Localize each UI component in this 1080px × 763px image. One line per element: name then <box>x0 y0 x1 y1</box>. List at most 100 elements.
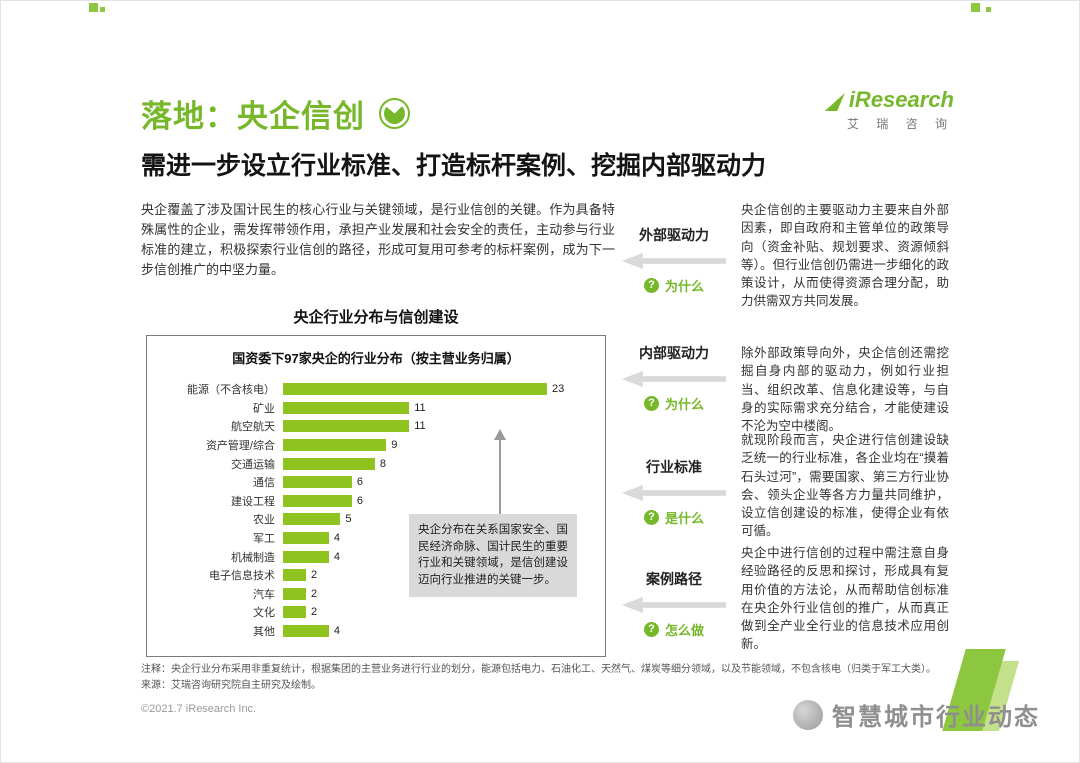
chart-section-title: 央企行业分布与信创建设 <box>293 309 459 326</box>
bar-value: 2 <box>310 569 318 582</box>
chart-row: 航空航天 11 <box>157 417 599 436</box>
bar <box>283 420 410 433</box>
bar <box>283 587 306 600</box>
annotation-arrow-head <box>494 429 506 440</box>
footnote: 注释：央企行业分布采用非重复统计，根据集团的主营业务进行行业的划分，能源包括电力… <box>141 662 953 693</box>
bar-label: 交通运输 <box>231 458 275 471</box>
chart-row: 交通运输 8 <box>157 454 599 473</box>
bar <box>283 439 387 452</box>
bar <box>283 569 306 582</box>
bar-value: 4 <box>333 550 341 563</box>
bar <box>283 625 329 638</box>
annotation-arrow-line <box>499 440 501 514</box>
footnote-line1: 注释：央企行业分布采用非重复统计，根据集团的主营业务进行行业的划分，能源包括电力… <box>141 664 936 675</box>
bar-label: 农业 <box>253 514 275 527</box>
copyright: ©2021.7 iResearch Inc. <box>141 703 257 715</box>
corner-deco-square <box>986 7 991 12</box>
left-arrow-icon <box>622 371 726 387</box>
chart-row: 农业 5 <box>157 510 599 529</box>
bar-chart: 国资委下97家央企的行业分布（按主营业务归属） 能源（不含核电） 23 矿业 11 航空… <box>146 335 606 657</box>
flow-label: 外部驱动力 <box>639 227 709 243</box>
bar-value: 4 <box>333 625 341 638</box>
bar <box>283 606 306 619</box>
chart-row: 其他 4 <box>157 622 599 641</box>
iresearch-logo-cn: 艾 瑞 咨 询 <box>846 117 954 131</box>
corner-deco-square <box>100 7 105 12</box>
corner-deco-square <box>89 3 98 12</box>
watermark-text: 智慧城市行业动态 <box>832 704 1040 731</box>
intro-paragraph: 央企覆盖了涉及国计民生的核心行业与关键领域，是行业信创的关键。作为具备特殊属性的… <box>141 202 615 278</box>
page-title: 落地：央企信创 <box>141 99 365 134</box>
bar <box>283 401 410 414</box>
chart-row: 资产管理/综合 9 <box>157 436 599 455</box>
flow-text-external-driver: 央企信创的主要驱动力主要来自外部因素，即自政府和主管单位的政策导向（资金补贴、规… <box>741 203 949 309</box>
chart-rows: 能源（不含核电） 23 矿业 11 航空航天 11 资产管理/综合 9 交通运输 8 通信 6 建设工程… <box>157 380 599 640</box>
chart-row: 通信 6 <box>157 473 599 492</box>
flow-item-external-driver: 外部驱动力 ? 为什么 <box>617 225 731 295</box>
chart-row: 建设工程 6 <box>157 492 599 511</box>
flow-text-case-path: 央企中进行信创的过程中需注意自身经验路径的反思和探讨，形成具有复用价值的方法论，… <box>741 546 949 652</box>
bar-value: 11 <box>414 401 426 414</box>
left-arrow-icon <box>622 253 726 269</box>
chart-row: 文化 2 <box>157 603 599 622</box>
bar-value: 4 <box>333 532 341 545</box>
flow-item-industry-standard: 行业标准 ? 是什么 <box>617 457 731 527</box>
bar-value: 6 <box>356 476 363 489</box>
flow-tag: 为什么 <box>664 397 704 412</box>
bar-label: 文化 <box>253 607 275 620</box>
question-icon: ? <box>643 396 659 411</box>
chart-row: 机械制造 4 <box>157 547 599 566</box>
header: 落地：央企信创 <box>141 91 410 136</box>
bar-label: 航空航天 <box>231 421 275 434</box>
bar <box>283 457 375 470</box>
chart-row: 矿业 11 <box>157 399 599 418</box>
chart-row: 军工 4 <box>157 529 599 548</box>
flow-tag: 怎么做 <box>664 623 704 638</box>
bar-value: 23 <box>552 383 565 396</box>
flow-tag: 是什么 <box>664 511 704 526</box>
page-subtitle: 需进一步设立行业标准、打造标杆案例、挖掘内部驱动力 <box>141 152 767 180</box>
flow-tag: 为什么 <box>664 279 704 294</box>
bar-label: 建设工程 <box>231 495 275 508</box>
iresearch-logo-brand: iResearch <box>848 87 954 112</box>
footnote-line2: 来源：艾瑞咨询研究院自主研究及绘制。 <box>141 679 321 691</box>
bar-value: 8 <box>379 457 386 470</box>
bar-label: 其他 <box>253 626 275 639</box>
question-icon: ? <box>643 622 659 637</box>
question-icon: ? <box>643 510 659 525</box>
corner-deco-square <box>971 3 980 12</box>
bar-value: 11 <box>414 420 426 433</box>
bar-label: 机械制造 <box>231 551 275 564</box>
bar-label: 资产管理/综合 <box>205 440 275 453</box>
bar <box>283 494 352 507</box>
bar-label: 通信 <box>253 477 275 490</box>
bar-value: 9 <box>391 439 398 452</box>
chart-row: 电子信息技术 2 <box>157 566 599 585</box>
left-arrow-icon <box>622 597 726 613</box>
flow-text-internal-driver: 除外部政策导向外，央企信创还需挖掘自身内部的驱动力，例如行业担当、组织改革、信息… <box>741 346 949 433</box>
iresearch-logo: iResearch 艾 瑞 咨 询 <box>824 87 954 132</box>
flow-label: 内部驱动力 <box>639 345 709 361</box>
flow-label: 行业标准 <box>646 459 702 475</box>
bar-label: 矿业 <box>253 402 275 415</box>
bar-value: 2 <box>310 587 318 600</box>
bar <box>283 513 341 526</box>
flow-item-internal-driver: 内部驱动力 ? 为什么 <box>617 343 731 413</box>
bar <box>283 383 547 396</box>
watermark-logo <box>793 699 823 730</box>
bar-value: 6 <box>356 494 363 507</box>
bar-label: 能源（不含核电） <box>187 384 275 397</box>
flow-text-industry-standard: 就现阶段而言，央企进行信创建设缺乏统一的行业标准，各企业均在“摸着石头过河”，需… <box>741 433 949 539</box>
question-icon: ? <box>643 278 659 293</box>
chart-row: 能源（不含核电） 23 <box>157 380 599 399</box>
bar-label: 军工 <box>253 533 275 546</box>
pie-chart-icon <box>379 98 410 129</box>
watermark: 智慧城市行业动态 <box>793 697 1040 732</box>
bar-value: 2 <box>310 606 318 619</box>
bar-label: 电子信息技术 <box>209 570 275 583</box>
bar-label: 汽车 <box>253 588 275 601</box>
chart-annotation: 央企分布在关系国家安全、国民经济命脉、国计民生的重要行业和关键领域，是信创建设迈… <box>409 514 577 597</box>
left-arrow-icon <box>622 485 726 501</box>
chart-title: 国资委下97家央企的行业分布（按主营业务归属） <box>232 351 520 366</box>
